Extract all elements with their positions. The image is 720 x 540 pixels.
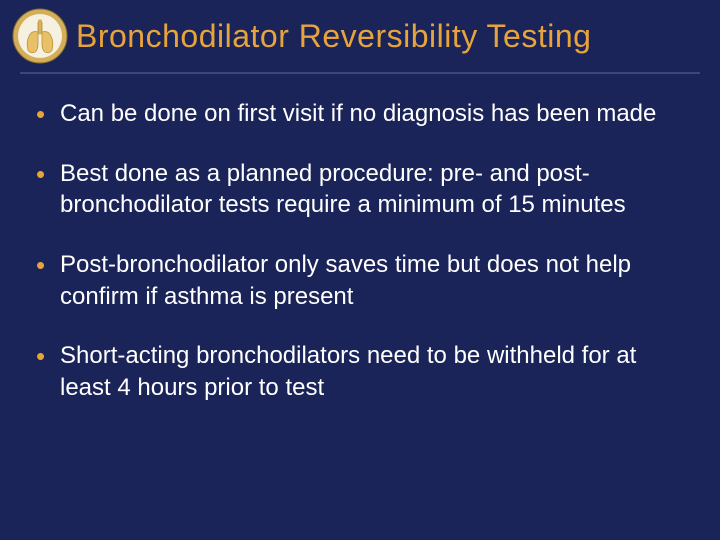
bullet-item: Post-bronchodilator only saves time but …: [36, 249, 692, 312]
lungs-badge-icon: [12, 8, 68, 64]
bullet-item: Short-acting bronchodilators need to be …: [36, 340, 692, 403]
slide-title: Bronchodilator Reversibility Testing: [76, 18, 591, 55]
slide-header: Bronchodilator Reversibility Testing: [0, 0, 720, 68]
bullet-list: Can be done on first visit if no diagnos…: [36, 98, 692, 404]
bullet-item: Best done as a planned procedure: pre- a…: [36, 158, 692, 221]
bullet-item: Can be done on first visit if no diagnos…: [36, 98, 692, 130]
slide-content: Can be done on first visit if no diagnos…: [0, 74, 720, 452]
